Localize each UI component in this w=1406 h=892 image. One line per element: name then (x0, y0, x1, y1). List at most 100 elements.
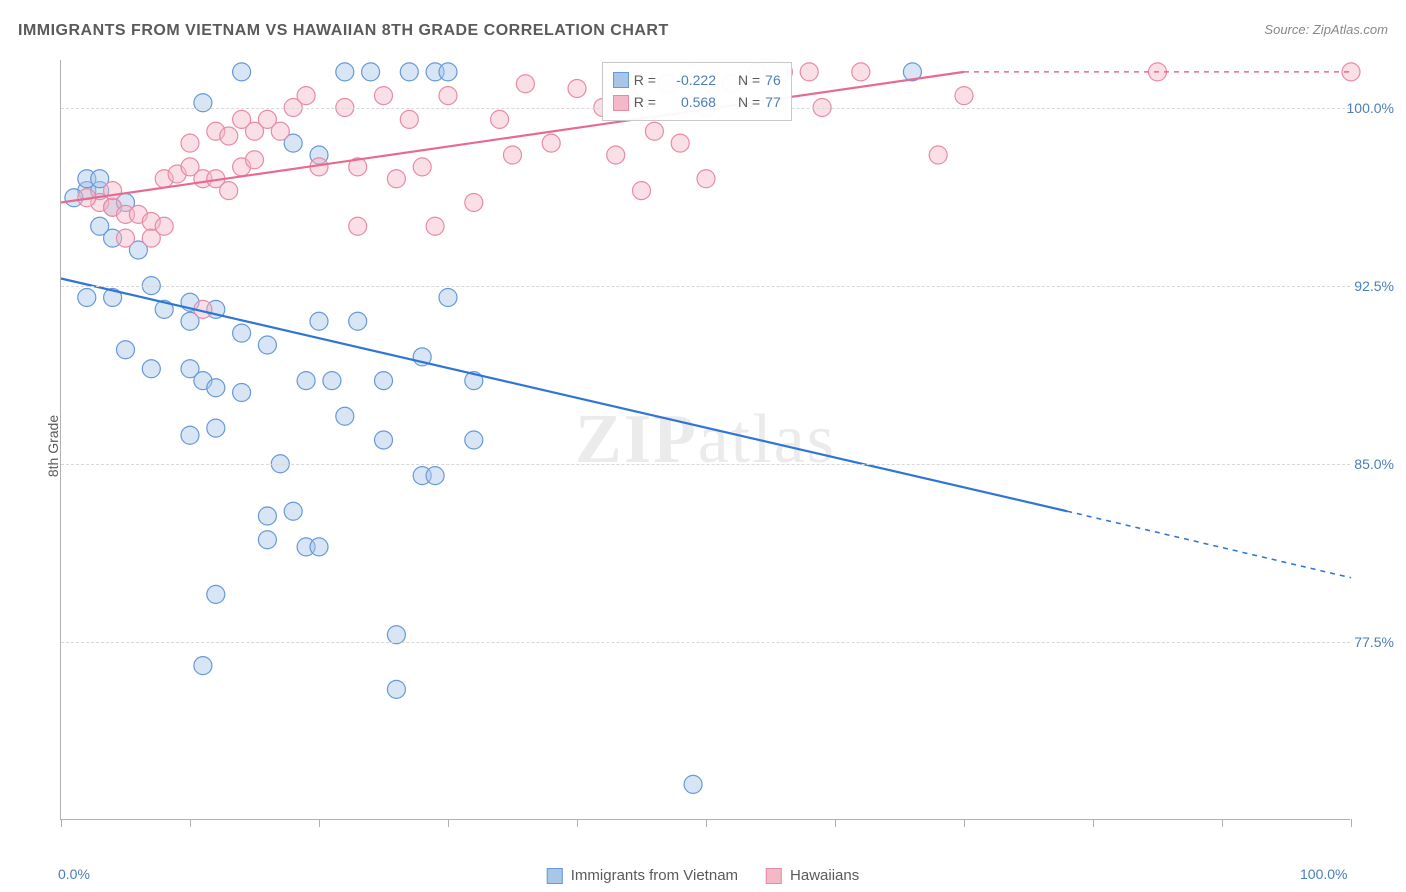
scatter-point (220, 127, 238, 145)
scatter-point (117, 229, 135, 247)
scatter-point (439, 289, 457, 307)
scatter-point (284, 502, 302, 520)
x-tick (1093, 819, 1094, 827)
scatter-point (323, 372, 341, 390)
scatter-point (117, 341, 135, 359)
n-label: N = (738, 69, 760, 91)
scatter-point (491, 110, 509, 128)
x-tick-label: 100.0% (1300, 866, 1347, 882)
scatter-point (465, 431, 483, 449)
legend-swatch (766, 868, 782, 884)
r-label: R = (634, 69, 656, 91)
scatter-point (465, 194, 483, 212)
scatter-point (336, 407, 354, 425)
y-tick-label: 85.0% (1354, 456, 1394, 472)
scatter-point (852, 63, 870, 81)
scatter-point (955, 87, 973, 105)
stats-row: R =-0.222 N =76 (613, 69, 781, 91)
legend-swatch (613, 95, 629, 111)
x-tick (61, 819, 62, 827)
scatter-point (439, 87, 457, 105)
scatter-point (387, 680, 405, 698)
scatter-point (516, 75, 534, 93)
scatter-point (697, 170, 715, 188)
scatter-point (671, 134, 689, 152)
bottom-legend: Immigrants from Vietnam Hawaiians (547, 867, 859, 884)
x-tick (1351, 819, 1352, 827)
x-tick (964, 819, 965, 827)
scatter-point (375, 431, 393, 449)
scatter-point (181, 426, 199, 444)
scatter-point (426, 467, 444, 485)
scatter-point (439, 63, 457, 81)
scatter-point (400, 110, 418, 128)
y-axis-label: 8th Grade (45, 415, 61, 477)
scatter-point (297, 87, 315, 105)
stats-row: R = 0.568 N =77 (613, 91, 781, 113)
scatter-point (387, 170, 405, 188)
gridline (61, 286, 1350, 287)
scatter-point (246, 151, 264, 169)
scatter-point (633, 182, 651, 200)
scatter-point (181, 134, 199, 152)
scatter-point (233, 324, 251, 342)
scatter-point (349, 312, 367, 330)
y-tick-label: 77.5% (1354, 634, 1394, 650)
scatter-point (297, 372, 315, 390)
scatter-point (258, 531, 276, 549)
scatter-point (258, 507, 276, 525)
scatter-point (155, 217, 173, 235)
scatter-point (233, 63, 251, 81)
scatter-point (645, 122, 663, 140)
gridline (61, 642, 1350, 643)
scatter-point (142, 360, 160, 378)
scatter-point (233, 384, 251, 402)
scatter-point (336, 63, 354, 81)
legend-item: Immigrants from Vietnam (547, 867, 738, 884)
chart-title: IMMIGRANTS FROM VIETNAM VS HAWAIIAN 8TH … (18, 22, 669, 40)
scatter-point (78, 289, 96, 307)
x-tick (577, 819, 578, 827)
scatter-point (542, 134, 560, 152)
scatter-point (375, 372, 393, 390)
scatter-point (929, 146, 947, 164)
scatter-point (310, 312, 328, 330)
n-value: 77 (765, 91, 781, 113)
y-tick-label: 92.5% (1354, 278, 1394, 294)
stats-legend: R =-0.222 N =76 R = 0.568 N =77 (602, 62, 792, 121)
scatter-point (271, 122, 289, 140)
scatter-point (220, 182, 238, 200)
r-value: -0.222 (661, 69, 716, 91)
scatter-point (194, 94, 212, 112)
x-tick (706, 819, 707, 827)
scatter-point (207, 419, 225, 437)
scatter-point (800, 63, 818, 81)
gridline (61, 464, 1350, 465)
n-label: N = (738, 91, 760, 113)
scatter-point (375, 87, 393, 105)
source-value: ZipAtlas.com (1313, 22, 1388, 37)
y-tick-label: 100.0% (1347, 100, 1394, 116)
x-tick (190, 819, 191, 827)
scatter-point (413, 158, 431, 176)
scatter-point (207, 585, 225, 603)
plot-area: ZIPatlas (60, 60, 1350, 820)
scatter-svg (61, 60, 1350, 819)
x-tick (1222, 819, 1223, 827)
scatter-point (568, 80, 586, 98)
scatter-point (504, 146, 522, 164)
source-label: Source: (1264, 22, 1309, 37)
r-value: 0.568 (661, 91, 716, 113)
legend-label: Immigrants from Vietnam (571, 867, 738, 884)
scatter-point (194, 657, 212, 675)
r-label: R = (634, 91, 656, 113)
legend-swatch (547, 868, 563, 884)
n-value: 76 (765, 69, 781, 91)
scatter-point (258, 336, 276, 354)
x-tick (319, 819, 320, 827)
scatter-point (400, 63, 418, 81)
legend-swatch (613, 72, 629, 88)
scatter-point (362, 63, 380, 81)
legend-item: Hawaiians (766, 867, 859, 884)
scatter-point (349, 217, 367, 235)
